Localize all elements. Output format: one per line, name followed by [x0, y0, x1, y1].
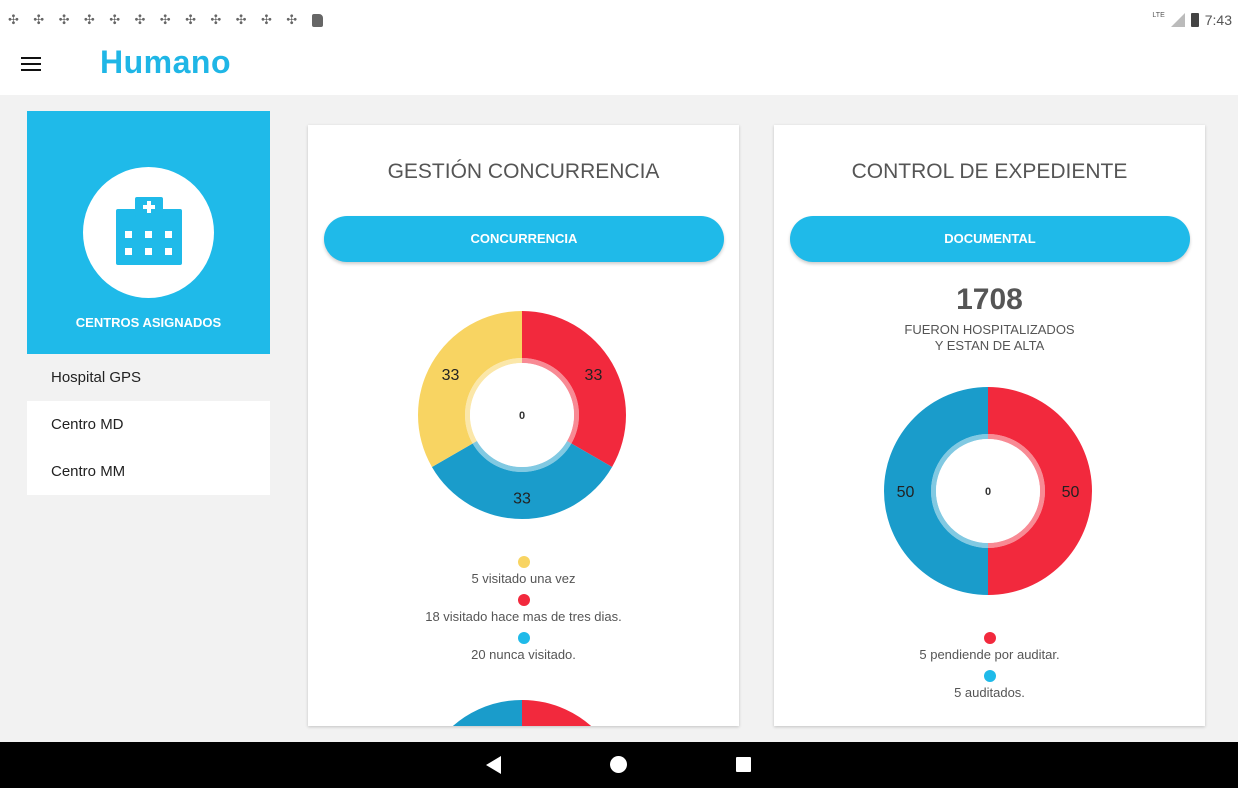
pinwheel-notification-icon: ✣ [109, 12, 121, 27]
legend-label: 5 visitado una vez [471, 571, 576, 586]
hamburger-icon[interactable] [21, 56, 41, 72]
card-title: GESTIÓN CONCURRENCIA [387, 160, 660, 183]
sidebar-item-centro-mm[interactable]: Centro MM [27, 448, 270, 495]
card-title: CONTROL DE EXPEDIENTE [851, 160, 1128, 183]
legend-dot-yellow [517, 556, 530, 568]
donut-slice [418, 311, 522, 467]
navigation-bar [0, 742, 1238, 788]
donut-slice [431, 443, 613, 519]
legend-label: 20 nunca visitado. [471, 647, 576, 662]
pinwheel-notification-icon: ✣ [8, 12, 19, 27]
sidebar: CENTROS ASIGNADOS Hospital GPS Centro MD… [27, 111, 270, 495]
home-icon[interactable] [610, 756, 627, 773]
legend-item: 5 visitado una vez [308, 556, 739, 594]
donut-hole [936, 439, 1040, 543]
lte-label: LTE [1152, 12, 1165, 19]
status-bar: ✣ ✣ ✣ ✣ ✣ ✣ ✣ ✣ ✣ ✣ ✣ ✣ LTE 7:43 [0, 0, 1238, 40]
donut-slice-inner-ring [465, 358, 522, 444]
donut-slice-inner-ring [472, 441, 572, 472]
centros-asignados-label: CENTROS ASIGNADOS [75, 315, 222, 330]
slice-label: 33 [513, 491, 531, 508]
clock: 7:43 [1204, 12, 1232, 28]
pinwheel-notification-icon: ✣ [134, 12, 146, 27]
donut-slice [884, 387, 988, 595]
pinwheel-notification-icon: ✣ [260, 12, 272, 27]
partial-donut-chart [452, 699, 592, 726]
chart-legend: 5 pendiende por auditar. 5 auditados. [774, 632, 1205, 708]
legend-dot-red [983, 632, 996, 644]
humano-logo: Humano [100, 44, 231, 80]
legend-dot-blue [517, 632, 530, 644]
slice-label: 33 [585, 367, 603, 384]
concurrencia-donut-chart: 33 33 33 0 [418, 311, 626, 519]
legend-item: 18 visitado hace mas de tres dias. [308, 594, 739, 632]
pinwheel-notification-icon: ✣ [210, 12, 222, 27]
pinwheel-notification-icon: ✣ [286, 12, 298, 27]
sidebar-item-hospital-gps[interactable]: Hospital GPS [27, 354, 270, 401]
app-bar: Humano [0, 40, 1238, 95]
legend-dot-blue [983, 670, 996, 682]
back-icon[interactable] [486, 756, 502, 774]
recents-icon[interactable] [736, 757, 751, 772]
pinwheel-notification-icon: ✣ [235, 12, 247, 27]
slice-label: 33 [442, 367, 460, 384]
legend-label: 5 pendiende por auditar. [919, 647, 1060, 662]
donut-slice [522, 311, 626, 467]
signal-icon [1170, 13, 1185, 27]
pinwheel-notification-icon: ✣ [185, 12, 196, 27]
concurrencia-button[interactable]: CONCURRENCIA [324, 216, 724, 262]
control-expediente-card: CONTROL DE EXPEDIENTE DOCUMENTAL 1708 FU… [774, 125, 1205, 726]
legend-dot-red [517, 594, 530, 606]
documental-button[interactable]: DOCUMENTAL [790, 216, 1190, 262]
donut-slice-inner-ring [522, 358, 579, 444]
count-subtitle-2: Y ESTAN DE ALTA [934, 338, 1045, 353]
sidebar-item-centro-md[interactable]: Centro MD [27, 401, 270, 448]
hospitalized-count: 1708 [956, 283, 1023, 316]
center-label: 0 [985, 486, 991, 498]
pinwheel-notification-icon: ✣ [83, 12, 95, 27]
donut-slice [988, 387, 1092, 595]
pinwheel-notification-icon: ✣ [33, 12, 45, 27]
gestion-concurrencia-card: GESTIÓN CONCURRENCIA CONCURRENCIA 33 33 33… [308, 125, 739, 726]
legend-label: 5 auditados. [954, 685, 1025, 700]
pinwheel-notification-icon: ✣ [58, 12, 70, 27]
slice-label: 50 [1062, 484, 1080, 501]
battery-icon [1190, 13, 1199, 27]
donut-hole [470, 363, 574, 467]
legend-item: 5 auditados. [774, 670, 1205, 708]
legend-label: 18 visitado hace mas de tres dias. [425, 609, 622, 624]
chart-legend: 5 visitado una vez 18 visitado hace mas … [308, 556, 739, 670]
center-label: 0 [519, 410, 525, 422]
count-subtitle-1: FUERON HOSPITALIZADOS [904, 322, 1075, 337]
centros-asignados-header: CENTROS ASIGNADOS [27, 111, 270, 354]
legend-item: 5 pendiende por auditar. [774, 632, 1205, 670]
slice-label: 50 [897, 484, 915, 501]
pinwheel-notification-icon: ✣ [159, 12, 171, 27]
hospital-icon [83, 167, 214, 298]
expediente-donut-chart: 50 50 0 [884, 387, 1092, 595]
sd-card-icon [311, 13, 323, 27]
legend-item: 20 nunca visitado. [308, 632, 739, 670]
